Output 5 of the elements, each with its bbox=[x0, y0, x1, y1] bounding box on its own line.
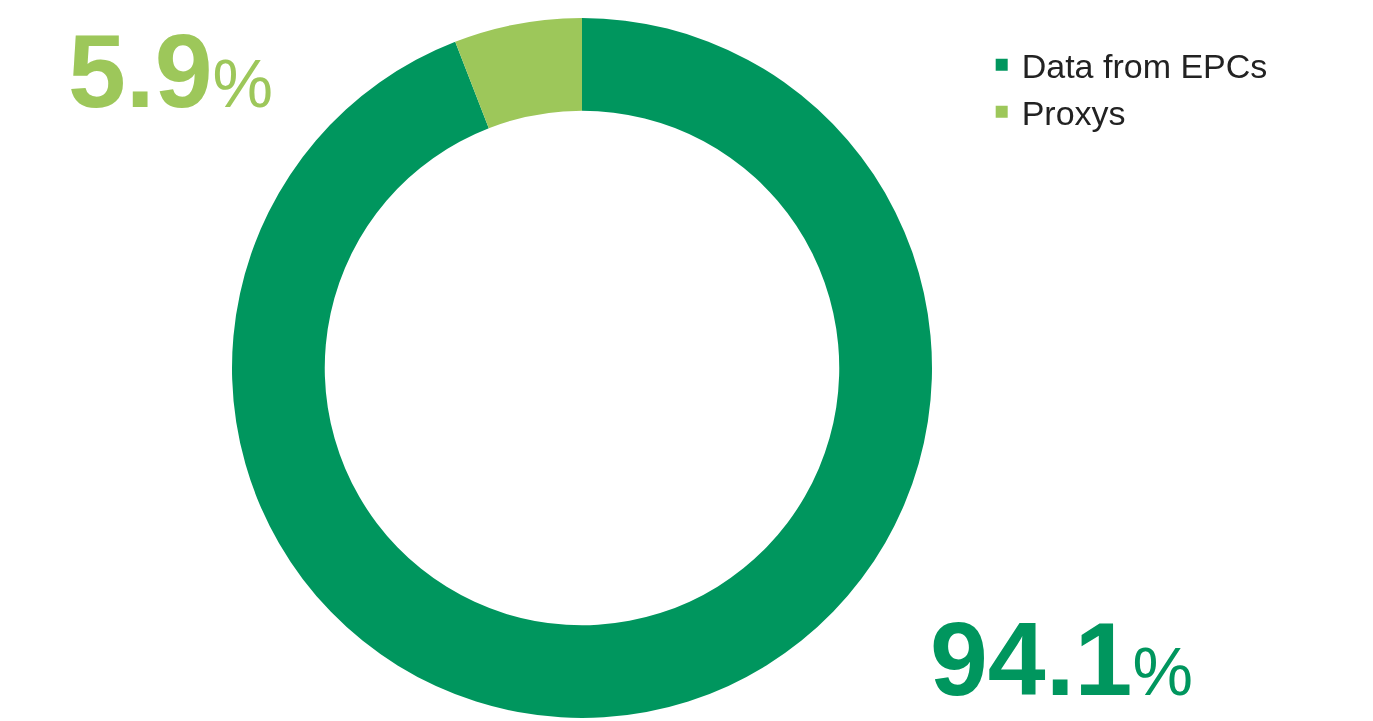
data-label: 5.9% bbox=[68, 13, 274, 129]
legend-label: Proxys bbox=[1021, 94, 1126, 133]
legend-label: Data from EPCs bbox=[1021, 46, 1268, 85]
data-label: 94.1% bbox=[930, 601, 1193, 717]
donut-slice bbox=[455, 18, 582, 129]
